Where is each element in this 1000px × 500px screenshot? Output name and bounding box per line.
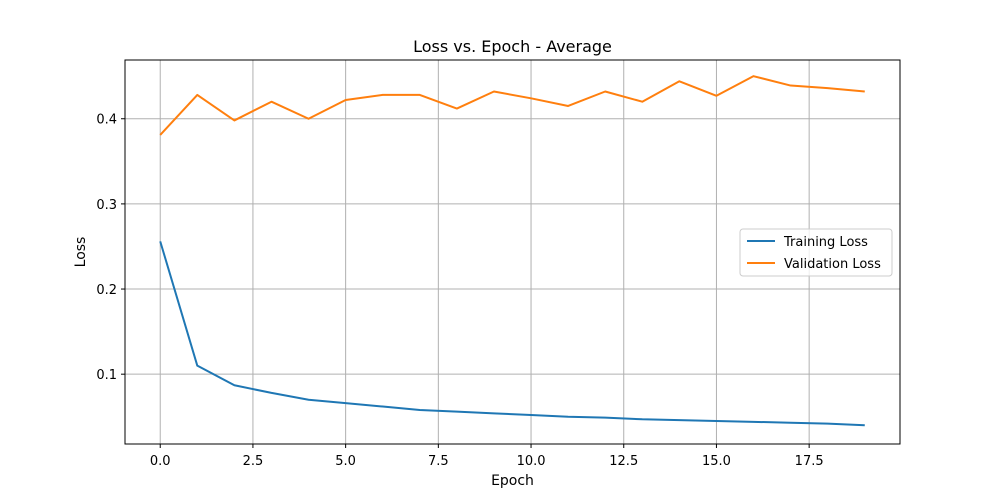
x-tick-label: 2.5: [243, 454, 264, 469]
x-tick-label: 12.5: [609, 454, 638, 469]
legend: Training Loss Validation Loss: [739, 228, 893, 277]
grid: [125, 60, 900, 444]
axis-ticks: 0.0 2.5 5.0 7.5 10.0 12.5 15.0 17.5 0.1 0.2 0.3 0.4: [96, 113, 823, 469]
x-tick-label: 5.0: [335, 454, 356, 469]
x-axis-label: Epoch: [491, 473, 534, 489]
x-tick-label: 7.5: [428, 454, 449, 469]
series-line-validation-loss: [159, 75, 865, 136]
x-tick-label: 10.0: [517, 454, 546, 469]
plot-frame: [124, 59, 901, 445]
y-tick-label: 0.3: [96, 198, 117, 213]
y-axis-label: Loss: [73, 237, 89, 268]
x-tick-label: 0.0: [150, 454, 171, 469]
chart-title: Loss vs. Epoch - Average: [413, 37, 612, 56]
x-tick-label: 15.0: [702, 454, 731, 469]
y-tick-label: 0.1: [96, 368, 117, 383]
series-lines: [159, 75, 865, 427]
y-tick-label: 0.4: [96, 113, 117, 128]
legend-box: [739, 228, 893, 277]
legend-label-validation-loss: Validation Loss: [784, 257, 881, 272]
legend-label-training-loss: Training Loss: [783, 235, 868, 250]
y-tick-label: 0.2: [96, 283, 117, 298]
x-tick-label: 17.5: [795, 454, 824, 469]
series-line-training-loss: [159, 241, 865, 427]
